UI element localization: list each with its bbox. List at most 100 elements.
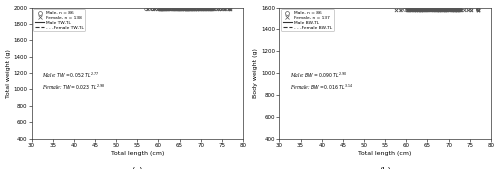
Point: [217, 8, 225, 10]
Point: [204, 8, 212, 10]
Point: [434, 8, 442, 11]
Point: [392, 8, 400, 11]
Point: [198, 8, 205, 10]
Point: [449, 8, 457, 11]
Point: [208, 8, 216, 10]
Point: [474, 8, 482, 11]
Point: [207, 8, 215, 10]
Point: [452, 8, 460, 11]
Point: [432, 8, 440, 11]
Point: [164, 8, 172, 10]
Point: [426, 8, 434, 11]
Point: [418, 8, 426, 11]
Point: [174, 8, 182, 10]
Point: [421, 8, 429, 11]
Point: [180, 8, 188, 10]
Point: [177, 8, 185, 10]
Point: [474, 8, 482, 11]
Point: [174, 8, 182, 10]
Point: [412, 8, 420, 11]
Point: [161, 8, 169, 10]
Point: [164, 8, 172, 10]
Point: [454, 8, 462, 11]
Point: [195, 8, 203, 10]
Point: [410, 8, 418, 11]
Point: [462, 8, 470, 11]
Point: [422, 8, 430, 11]
Point: [208, 8, 216, 10]
Point: [217, 8, 225, 10]
Point: [184, 8, 192, 10]
Point: [405, 8, 413, 11]
Point: [204, 8, 212, 10]
Point: [474, 8, 482, 11]
Point: [431, 8, 439, 11]
Point: [414, 8, 422, 11]
Point: [450, 8, 458, 11]
Point: [450, 8, 458, 11]
Point: [464, 8, 472, 11]
Point: [408, 8, 416, 11]
Point: [406, 8, 414, 11]
Point: [440, 8, 448, 11]
Point: [440, 8, 448, 11]
Point: [453, 8, 461, 11]
Point: [447, 8, 455, 11]
Point: [408, 8, 416, 11]
Point: [157, 8, 165, 10]
Point: [192, 8, 200, 10]
Point: [191, 8, 199, 10]
Point: [165, 8, 173, 10]
Point: [202, 8, 209, 10]
Point: [448, 8, 456, 11]
Point: [175, 8, 183, 10]
Point: [405, 8, 413, 11]
Point: [416, 8, 424, 11]
Point: [406, 8, 414, 11]
Point: [180, 8, 188, 10]
Point: [190, 8, 198, 10]
Point: [208, 8, 216, 10]
Point: [171, 8, 179, 10]
Point: [467, 8, 475, 11]
Point: [433, 8, 441, 11]
Point: [170, 8, 177, 10]
Point: [453, 8, 461, 11]
Point: [183, 8, 191, 10]
Point: [172, 8, 180, 10]
Point: [422, 8, 430, 11]
Point: [208, 8, 216, 10]
Point: [427, 8, 435, 11]
Point: [458, 8, 466, 11]
Point: [436, 8, 444, 11]
Point: [170, 8, 178, 10]
Point: [212, 8, 220, 10]
Point: [424, 8, 432, 11]
Point: [226, 8, 234, 10]
Point: [184, 8, 192, 10]
Point: [210, 8, 218, 10]
Point: [450, 8, 458, 11]
Point: [416, 8, 424, 11]
Point: [202, 8, 210, 10]
Point: [170, 8, 178, 10]
Point: [412, 8, 420, 11]
Point: [170, 8, 177, 10]
Point: [442, 8, 450, 11]
Point: [180, 8, 188, 10]
Point: [448, 8, 456, 11]
Point: [206, 8, 214, 10]
Point: [418, 8, 426, 11]
Legend: Male, n = 86, Female, n = 138, Male TW-TL, - - -Female TW-TL: Male, n = 86, Female, n = 138, Male TW-T…: [34, 9, 86, 31]
Point: [447, 8, 455, 11]
Point: [168, 8, 176, 10]
Point: [433, 8, 441, 11]
Point: [416, 8, 424, 11]
Point: [164, 8, 172, 10]
Point: [412, 8, 420, 11]
Point: [156, 8, 164, 10]
Point: [186, 8, 194, 10]
Point: [200, 8, 207, 10]
Point: [418, 8, 426, 11]
Point: [420, 8, 428, 11]
